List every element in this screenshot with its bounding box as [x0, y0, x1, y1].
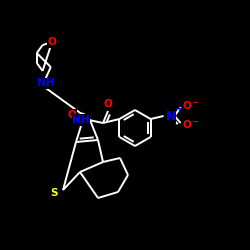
Text: O: O — [182, 101, 191, 111]
Text: S: S — [50, 188, 58, 198]
Text: O: O — [68, 110, 76, 120]
Text: NH: NH — [72, 115, 90, 125]
Text: −: − — [192, 98, 198, 107]
Text: O: O — [104, 99, 112, 109]
Text: N: N — [166, 110, 175, 122]
Text: O: O — [48, 37, 56, 47]
Text: +: + — [176, 104, 182, 113]
Text: −: − — [192, 117, 198, 126]
Text: O: O — [182, 120, 191, 130]
Text: NH: NH — [37, 78, 54, 88]
